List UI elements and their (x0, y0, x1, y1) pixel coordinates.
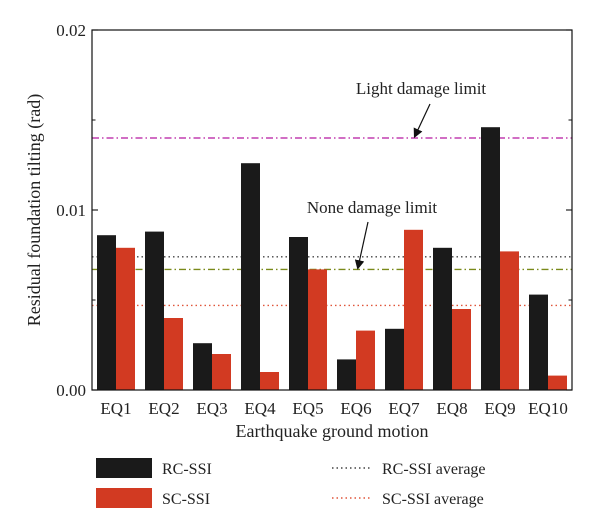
y-tick-label: 0.01 (56, 201, 86, 220)
legend-label-rc-ssi-average: RC-SSI average (382, 461, 486, 478)
x-tick-label: EQ4 (244, 399, 276, 418)
legend-swatch-sc-ssi (96, 488, 152, 508)
bar-rc-ssi-eq8 (433, 247, 452, 390)
bar-rc-ssi-eq9 (481, 127, 500, 390)
x-tick-label: EQ9 (484, 399, 515, 418)
bar-sc-ssi-eq10 (548, 375, 567, 390)
x-tick-label: EQ7 (388, 399, 420, 418)
bar-sc-ssi-eq3 (212, 354, 231, 390)
x-tick-label: EQ8 (436, 399, 467, 418)
annotation-label: None damage limit (307, 198, 438, 217)
x-tick-label: EQ6 (340, 399, 371, 418)
x-tick-label: EQ1 (100, 399, 131, 418)
bars (97, 127, 567, 390)
x-axis-title: Earthquake ground motion (236, 421, 429, 441)
legend-label-sc-ssi-average: SC-SSI average (382, 491, 484, 508)
bar-rc-ssi-eq1 (97, 235, 116, 390)
y-tick-label: 0.02 (56, 21, 86, 40)
bar-rc-ssi-eq3 (193, 343, 212, 390)
annotations: Light damage limit None damage limit (307, 79, 487, 270)
bar-rc-ssi-eq5 (289, 237, 308, 390)
x-tick-label: EQ2 (148, 399, 179, 418)
bar-sc-ssi-eq9 (500, 251, 519, 390)
bar-sc-ssi-eq7 (404, 229, 423, 390)
bar-sc-ssi-eq6 (356, 330, 375, 390)
bar-rc-ssi-eq7 (385, 328, 404, 390)
bar-sc-ssi-eq8 (452, 309, 471, 390)
bar-sc-ssi-eq4 (260, 372, 279, 390)
bar-rc-ssi-eq2 (145, 231, 164, 390)
x-tick-label: EQ5 (292, 399, 323, 418)
bar-sc-ssi-eq5 (308, 269, 327, 390)
y-tick-label: 0.00 (56, 381, 86, 400)
legend-label-sc-ssi: SC-SSI (162, 491, 210, 508)
legend-swatch-rc-ssi (96, 458, 152, 478)
annotation-arrow (354, 221, 369, 270)
legend: RC-SSI SC-SSI RC-SSI average SC-SSI average (96, 458, 486, 508)
annotation-label: Light damage limit (356, 79, 487, 98)
bar-sc-ssi-eq1 (116, 247, 135, 390)
annotation-arrow (413, 103, 431, 139)
y-axis-title: Residual foundation tilting (rad) (24, 94, 45, 326)
legend-label-rc-ssi: RC-SSI (162, 461, 212, 478)
bar-rc-ssi-eq10 (529, 294, 548, 390)
bar-rc-ssi-eq4 (241, 163, 260, 390)
x-tick-label: EQ3 (196, 399, 227, 418)
bar-sc-ssi-eq2 (164, 318, 183, 390)
x-tick-label: EQ10 (528, 399, 568, 418)
reference-lines (92, 137, 572, 307)
axes: EQ1 EQ2 EQ3 EQ4 EQ5 EQ6 EQ7 EQ8 EQ9 EQ10 0.00 0.01 0… (56, 21, 573, 418)
bar-rc-ssi-eq6 (337, 359, 356, 390)
